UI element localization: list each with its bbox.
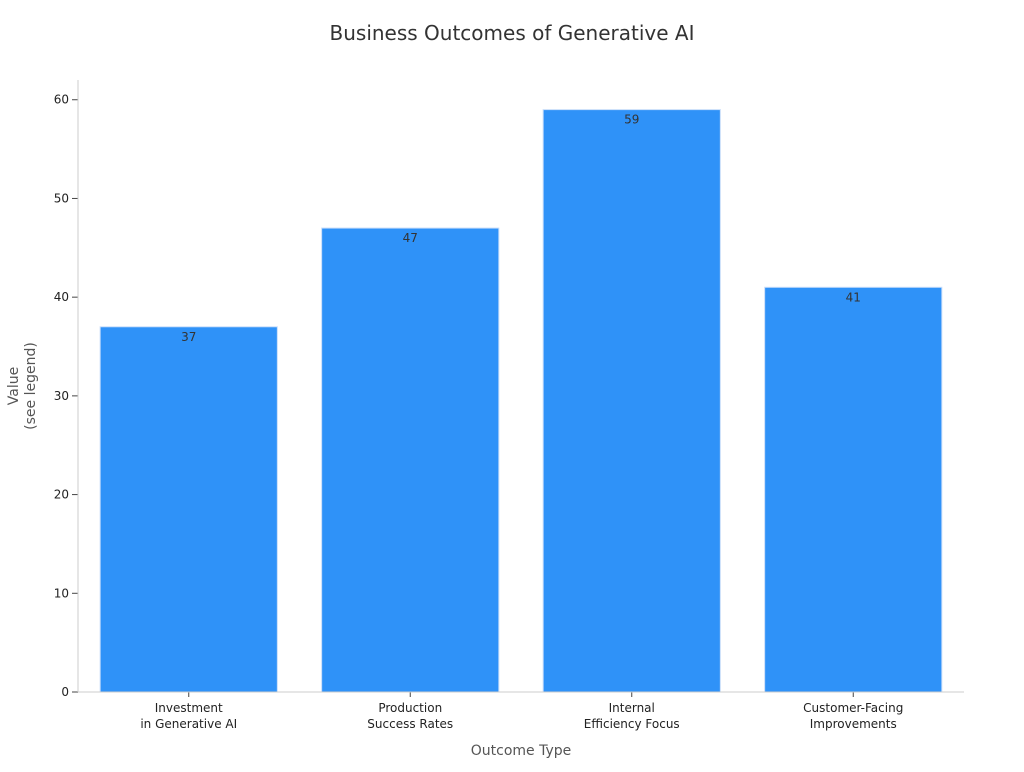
x-tick-label-line: Improvements xyxy=(810,717,897,731)
x-tick-label: Production Success Rates xyxy=(367,701,453,731)
y-axis-label-line-2: (see legend) xyxy=(23,342,39,430)
y-tick-label: 60 xyxy=(54,93,69,107)
y-axis-label-line-1: Value xyxy=(6,367,22,405)
x-axis-label: Outcome Type xyxy=(471,743,572,759)
y-tick-label: 0 xyxy=(61,685,69,699)
y-tick-label: 50 xyxy=(54,191,69,205)
x-tick-label-line: Customer-Facing xyxy=(803,701,903,715)
x-tick-label-line: Production xyxy=(378,701,442,715)
axes-group xyxy=(77,80,964,693)
bar xyxy=(542,109,721,693)
x-tick-label: Internal Efficiency Focus xyxy=(584,701,680,731)
y-axis-label: Value (see legend) xyxy=(6,342,39,430)
x-tick-label: Investment in Generative AI xyxy=(140,701,237,731)
chart-title: Business Outcomes of Generative AI xyxy=(330,21,695,45)
x-tick-label-line: Investment xyxy=(155,701,223,715)
x-tick-label-line: Efficiency Focus xyxy=(584,717,680,731)
data-label: 41 xyxy=(846,290,861,304)
bar xyxy=(321,227,500,693)
data-label: 37 xyxy=(181,330,196,344)
bar xyxy=(764,286,943,693)
bars-group xyxy=(99,109,943,693)
data-label: 47 xyxy=(403,231,418,245)
y-tick-label: 30 xyxy=(54,389,69,403)
x-tick-label-line: in Generative AI xyxy=(140,717,237,731)
x-ticks-group: Investment in Generative AI Production Succ… xyxy=(140,692,903,731)
x-tick-label-line: Success Rates xyxy=(367,717,453,731)
y-tick-label: 10 xyxy=(54,586,69,600)
data-label: 59 xyxy=(624,113,639,127)
y-tick-label: 20 xyxy=(54,488,69,502)
y-tick-label: 40 xyxy=(54,290,69,304)
bar xyxy=(99,326,278,693)
x-tick-label-line: Internal xyxy=(609,701,655,715)
x-tick-label: Customer-Facing Improvements xyxy=(803,701,903,731)
data-labels-group: 37 47 59 41 xyxy=(181,113,861,344)
y-ticks-group: 0 10 20 30 40 50 60 xyxy=(54,93,78,699)
